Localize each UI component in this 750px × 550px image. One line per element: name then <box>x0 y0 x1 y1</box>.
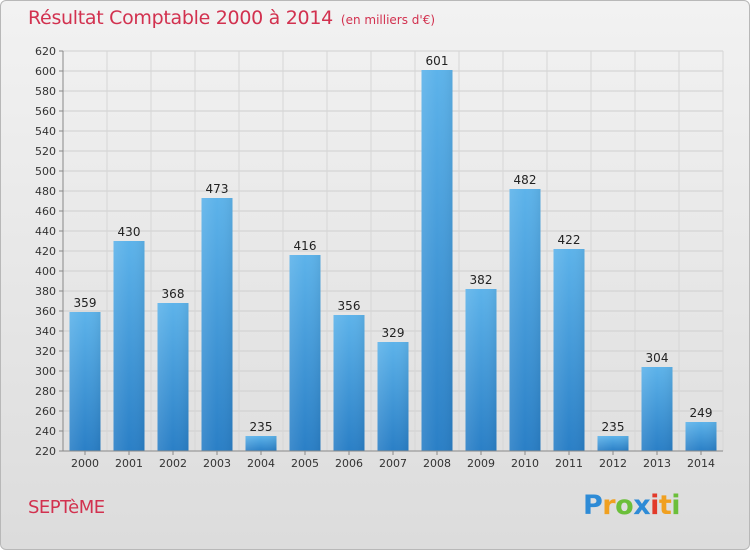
y-tick-label: 560 <box>35 105 56 118</box>
data-label: 601 <box>426 54 449 68</box>
data-label: 368 <box>162 287 185 301</box>
y-tick-label: 240 <box>35 425 56 438</box>
y-tick-label: 420 <box>35 245 56 258</box>
bar-shade <box>157 303 189 451</box>
data-label: 329 <box>382 326 405 340</box>
y-tick-label: 580 <box>35 85 56 98</box>
y-tick-label: 260 <box>35 405 56 418</box>
bar-shade <box>333 315 365 451</box>
y-tick-label: 440 <box>35 225 56 238</box>
bar-shade <box>289 255 321 451</box>
data-label: 359 <box>74 296 97 310</box>
y-tick-label: 600 <box>35 65 56 78</box>
x-tick-label: 2013 <box>643 457 671 470</box>
chart-title-unit: (en milliers d'€) <box>340 13 436 27</box>
y-tick-label: 400 <box>35 265 56 278</box>
y-tick-label: 380 <box>35 285 56 298</box>
bar-shade <box>377 342 409 451</box>
x-tick-label: 2014 <box>687 457 715 470</box>
bar-shade <box>685 422 717 451</box>
bar-shade <box>69 312 101 451</box>
x-tick-label: 2008 <box>423 457 451 470</box>
data-label: 304 <box>646 351 669 365</box>
bar-shade <box>641 367 673 451</box>
y-tick-label: 540 <box>35 125 56 138</box>
x-tick-label: 2010 <box>511 457 539 470</box>
y-tick-label: 220 <box>35 445 56 458</box>
data-label: 356 <box>338 299 361 313</box>
bar-shade <box>509 189 541 451</box>
bar-shade <box>553 249 585 451</box>
y-tick-label: 300 <box>35 365 56 378</box>
x-tick-label: 2009 <box>467 457 495 470</box>
data-label: 422 <box>558 233 581 247</box>
y-tick-label: 320 <box>35 345 56 358</box>
y-tick-label: 340 <box>35 325 56 338</box>
x-tick-label: 2001 <box>115 457 143 470</box>
bar-shade <box>597 436 629 451</box>
bar-shade <box>465 289 497 451</box>
y-tick-label: 480 <box>35 185 56 198</box>
chart-title-main: Résultat Comptable 2000 à 2014 <box>28 7 333 29</box>
bar-shade <box>113 241 145 451</box>
y-tick-label: 460 <box>35 205 56 218</box>
x-tick-label: 2007 <box>379 457 407 470</box>
data-label: 249 <box>690 406 713 420</box>
bar-shade <box>245 436 277 451</box>
data-label: 235 <box>602 420 625 434</box>
x-tick-label: 2003 <box>203 457 231 470</box>
data-label: 235 <box>250 420 273 434</box>
y-tick-label: 360 <box>35 305 56 318</box>
x-tick-label: 2006 <box>335 457 363 470</box>
y-tick-label: 280 <box>35 385 56 398</box>
x-tick-label: 2012 <box>599 457 627 470</box>
y-tick-label: 500 <box>35 165 56 178</box>
bar-shade <box>421 70 453 451</box>
x-tick-label: 2011 <box>555 457 583 470</box>
commune-name: SEPTèME <box>28 497 105 518</box>
chart-title: Résultat Comptable 2000 à 2014 (en millie… <box>28 7 435 29</box>
y-tick-label: 620 <box>35 45 56 58</box>
x-tick-label: 2002 <box>159 457 187 470</box>
proxiti-logo: Proxiti <box>583 490 681 521</box>
x-tick-label: 2004 <box>247 457 275 470</box>
y-tick-label: 520 <box>35 145 56 158</box>
x-tick-label: 2005 <box>291 457 319 470</box>
data-label: 430 <box>118 225 141 239</box>
data-label: 473 <box>206 182 229 196</box>
data-label: 482 <box>514 173 537 187</box>
bar-shade <box>201 198 233 451</box>
data-label: 416 <box>294 239 317 253</box>
data-label: 382 <box>470 273 493 287</box>
x-tick-label: 2000 <box>71 457 99 470</box>
